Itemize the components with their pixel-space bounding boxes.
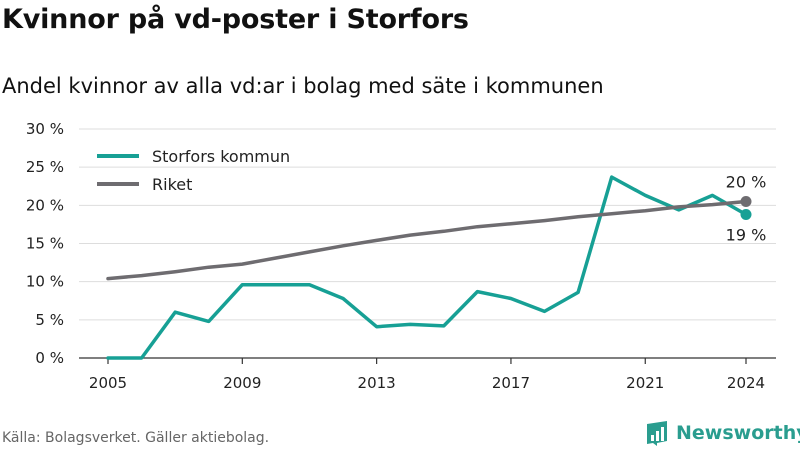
x-tick-label: 2021 [626,374,664,392]
riket-end-label: 20 % [726,173,767,192]
x-tick-label: 2017 [492,374,530,392]
x-tick-label: 2005 [89,374,127,392]
y-tick-label: 5 % [35,311,64,329]
legend-riket-label: Riket [152,175,192,194]
x-tick-label: 2009 [223,374,261,392]
source-note: Källa: Bolagsverket. Gäller aktiebolag. [2,430,270,446]
riket-end-dot [740,196,752,208]
storfors-end-dot [740,208,752,220]
storfors-line [106,175,748,360]
chart-title: Kvinnor på vd-poster i Storfors [2,4,469,35]
newsworthy-logo-icon [647,421,667,446]
y-tick-label: 0 % [35,349,64,367]
y-tick-label: 10 % [26,273,64,291]
x-tick-label: 2024 [727,374,765,392]
y-tick-label: 25 % [26,158,64,176]
y-tick-label: 20 % [26,196,64,214]
newsworthy-logo: Newsworthy [644,420,800,446]
storfors-end-label: 19 % [726,225,767,244]
riket-line [106,199,748,281]
newsworthy-logo-text: Newsworthy [676,422,800,444]
y-tick-label: 30 % [26,120,64,138]
chart-subtitle: Andel kvinnor av alla vd:ar i bolag med … [2,74,604,98]
line-chart: 0 % 5 % 10 % 15 % 20 % 25 % 30 % 2005 2009 2013 20… [26,120,776,392]
y-tick-label: 15 % [26,235,64,253]
x-tick-label: 2013 [358,374,396,392]
legend-storfors-label: Storfors kommun [152,147,290,166]
